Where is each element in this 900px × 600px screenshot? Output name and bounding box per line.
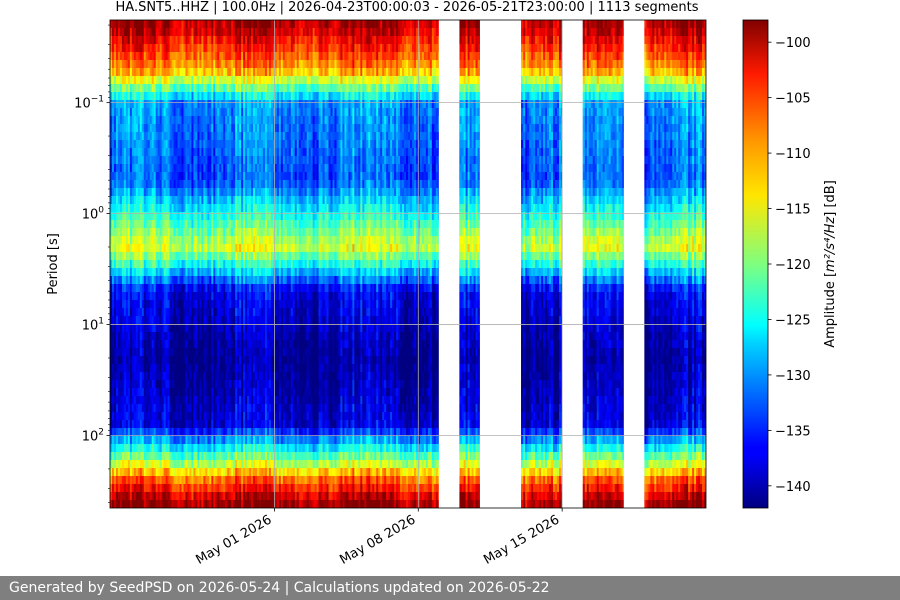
chart-title: HA.SNT5..HHZ | 100.0Hz | 2026-04-23T00:0…: [116, 0, 699, 15]
